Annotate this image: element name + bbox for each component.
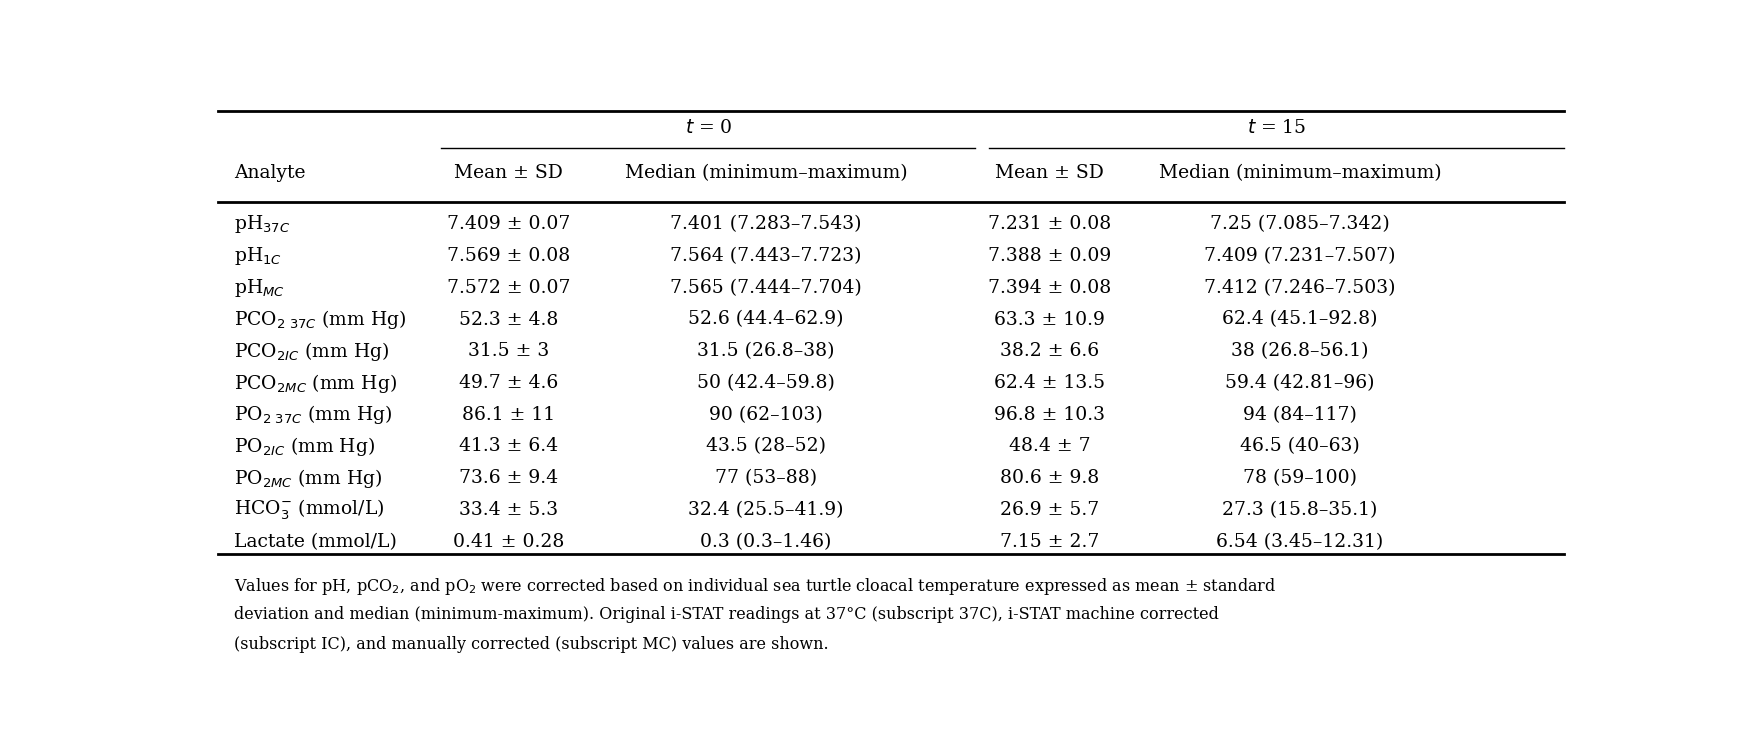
Text: $\it{t}$ = 15: $\it{t}$ = 15 xyxy=(1246,119,1305,137)
Text: 48.4 ± 7: 48.4 ± 7 xyxy=(1009,437,1091,456)
Text: 27.3 (15.8–35.1): 27.3 (15.8–35.1) xyxy=(1222,501,1379,519)
Text: 7.394 ± 0.08: 7.394 ± 0.08 xyxy=(988,279,1112,297)
Text: (subscript IC), and manually corrected (subscript MC) values are shown.: (subscript IC), and manually corrected (… xyxy=(234,636,829,653)
Text: PO$_{2\ 37C}$ (mm Hg): PO$_{2\ 37C}$ (mm Hg) xyxy=(234,403,393,426)
Text: 7.231 ± 0.08: 7.231 ± 0.08 xyxy=(988,216,1112,233)
Text: deviation and median (minimum-maximum). Original i-STAT readings at 37°C (subscr: deviation and median (minimum-maximum). … xyxy=(234,606,1220,623)
Text: 7.564 (7.443–7.723): 7.564 (7.443–7.723) xyxy=(670,247,862,265)
Text: Median (minimum–maximum): Median (minimum–maximum) xyxy=(625,164,907,183)
Text: 26.9 ± 5.7: 26.9 ± 5.7 xyxy=(1000,501,1099,519)
Text: Mean ± SD: Mean ± SD xyxy=(454,164,564,183)
Text: 62.4 (45.1–92.8): 62.4 (45.1–92.8) xyxy=(1222,311,1379,328)
Text: PO$_{2IC}$ (mm Hg): PO$_{2IC}$ (mm Hg) xyxy=(234,435,375,458)
Text: PCO$_{2IC}$ (mm Hg): PCO$_{2IC}$ (mm Hg) xyxy=(234,340,389,363)
Text: pH$_{1C}$: pH$_{1C}$ xyxy=(234,245,283,267)
Text: 73.6 ± 9.4: 73.6 ± 9.4 xyxy=(459,470,558,487)
Text: 7.409 ± 0.07: 7.409 ± 0.07 xyxy=(447,216,571,233)
Text: 38 (26.8–56.1): 38 (26.8–56.1) xyxy=(1232,342,1368,361)
Text: 77 (53–88): 77 (53–88) xyxy=(715,470,817,487)
Text: 52.3 ± 4.8: 52.3 ± 4.8 xyxy=(459,311,558,328)
Text: 43.5 (28–52): 43.5 (28–52) xyxy=(705,437,825,456)
Text: 0.41 ± 0.28: 0.41 ± 0.28 xyxy=(454,533,565,551)
Text: 7.569 ± 0.08: 7.569 ± 0.08 xyxy=(447,247,571,265)
Text: 7.25 (7.085–7.342): 7.25 (7.085–7.342) xyxy=(1209,216,1391,233)
Text: 31.5 (26.8–38): 31.5 (26.8–38) xyxy=(696,342,834,361)
Text: $\it{t}$ = 0: $\it{t}$ = 0 xyxy=(684,119,733,137)
Text: 59.4 (42.81–96): 59.4 (42.81–96) xyxy=(1225,374,1375,392)
Text: 6.54 (3.45–12.31): 6.54 (3.45–12.31) xyxy=(1216,533,1384,551)
Text: 46.5 (40–63): 46.5 (40–63) xyxy=(1241,437,1359,456)
Text: PO$_{2MC}$ (mm Hg): PO$_{2MC}$ (mm Hg) xyxy=(234,467,382,489)
Text: 94 (84–117): 94 (84–117) xyxy=(1242,406,1358,424)
Text: 90 (62–103): 90 (62–103) xyxy=(708,406,822,424)
Text: 86.1 ± 11: 86.1 ± 11 xyxy=(462,406,555,424)
Text: 7.412 (7.246–7.503): 7.412 (7.246–7.503) xyxy=(1204,279,1396,297)
Text: 52.6 (44.4–62.9): 52.6 (44.4–62.9) xyxy=(688,311,843,328)
Text: HCO$_{3}^{-}$ (mmol/L): HCO$_{3}^{-}$ (mmol/L) xyxy=(234,498,386,523)
Text: Median (minimum–maximum): Median (minimum–maximum) xyxy=(1159,164,1441,183)
Text: 7.15 ± 2.7: 7.15 ± 2.7 xyxy=(1000,533,1099,551)
Text: 31.5 ± 3: 31.5 ± 3 xyxy=(468,342,550,361)
Text: 7.572 ± 0.07: 7.572 ± 0.07 xyxy=(447,279,571,297)
Text: Mean ± SD: Mean ± SD xyxy=(995,164,1105,183)
Text: pH$_{MC}$: pH$_{MC}$ xyxy=(234,277,286,299)
Text: 49.7 ± 4.6: 49.7 ± 4.6 xyxy=(459,374,558,392)
Text: Analyte: Analyte xyxy=(234,164,305,183)
Text: PCO$_{2\ 37C}$ (mm Hg): PCO$_{2\ 37C}$ (mm Hg) xyxy=(234,308,407,331)
Text: 62.4 ± 13.5: 62.4 ± 13.5 xyxy=(995,374,1105,392)
Text: 38.2 ± 6.6: 38.2 ± 6.6 xyxy=(1000,342,1099,361)
Text: pH$_{37C}$: pH$_{37C}$ xyxy=(234,213,291,236)
Text: PCO$_{2MC}$ (mm Hg): PCO$_{2MC}$ (mm Hg) xyxy=(234,372,398,394)
Text: Values for pH, pCO$_{2}$, and pO$_{2}$ were corrected based on individual sea tu: Values for pH, pCO$_{2}$, and pO$_{2}$ w… xyxy=(234,576,1277,597)
Text: 41.3 ± 6.4: 41.3 ± 6.4 xyxy=(459,437,558,456)
Text: 7.388 ± 0.09: 7.388 ± 0.09 xyxy=(988,247,1112,265)
Text: 0.3 (0.3–1.46): 0.3 (0.3–1.46) xyxy=(700,533,832,551)
Text: 50 (42.4–59.8): 50 (42.4–59.8) xyxy=(696,374,834,392)
Text: 63.3 ± 10.9: 63.3 ± 10.9 xyxy=(995,311,1105,328)
Text: 32.4 (25.5–41.9): 32.4 (25.5–41.9) xyxy=(688,501,843,519)
Text: 7.401 (7.283–7.543): 7.401 (7.283–7.543) xyxy=(670,216,862,233)
Text: 7.409 (7.231–7.507): 7.409 (7.231–7.507) xyxy=(1204,247,1396,265)
Text: 33.4 ± 5.3: 33.4 ± 5.3 xyxy=(459,501,558,519)
Text: 78 (59–100): 78 (59–100) xyxy=(1242,470,1358,487)
Text: 96.8 ± 10.3: 96.8 ± 10.3 xyxy=(995,406,1105,424)
Text: Lactate (mmol/L): Lactate (mmol/L) xyxy=(234,533,398,551)
Text: 7.565 (7.444–7.704): 7.565 (7.444–7.704) xyxy=(670,279,862,297)
Text: 80.6 ± 9.8: 80.6 ± 9.8 xyxy=(1000,470,1099,487)
